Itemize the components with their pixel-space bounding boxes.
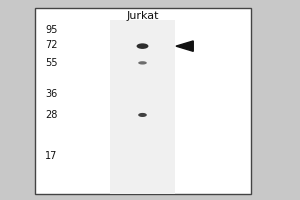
Ellipse shape xyxy=(138,61,147,65)
Ellipse shape xyxy=(136,43,148,49)
Bar xyxy=(34,8,250,194)
Text: 55: 55 xyxy=(45,58,58,68)
Text: 36: 36 xyxy=(45,89,58,99)
Polygon shape xyxy=(176,41,193,51)
Bar xyxy=(110,20,175,194)
Text: Jurkat: Jurkat xyxy=(126,11,159,21)
Text: 95: 95 xyxy=(45,25,58,35)
Text: 72: 72 xyxy=(45,40,58,50)
Text: 28: 28 xyxy=(45,110,58,120)
Text: 17: 17 xyxy=(45,151,58,161)
Ellipse shape xyxy=(138,113,147,117)
